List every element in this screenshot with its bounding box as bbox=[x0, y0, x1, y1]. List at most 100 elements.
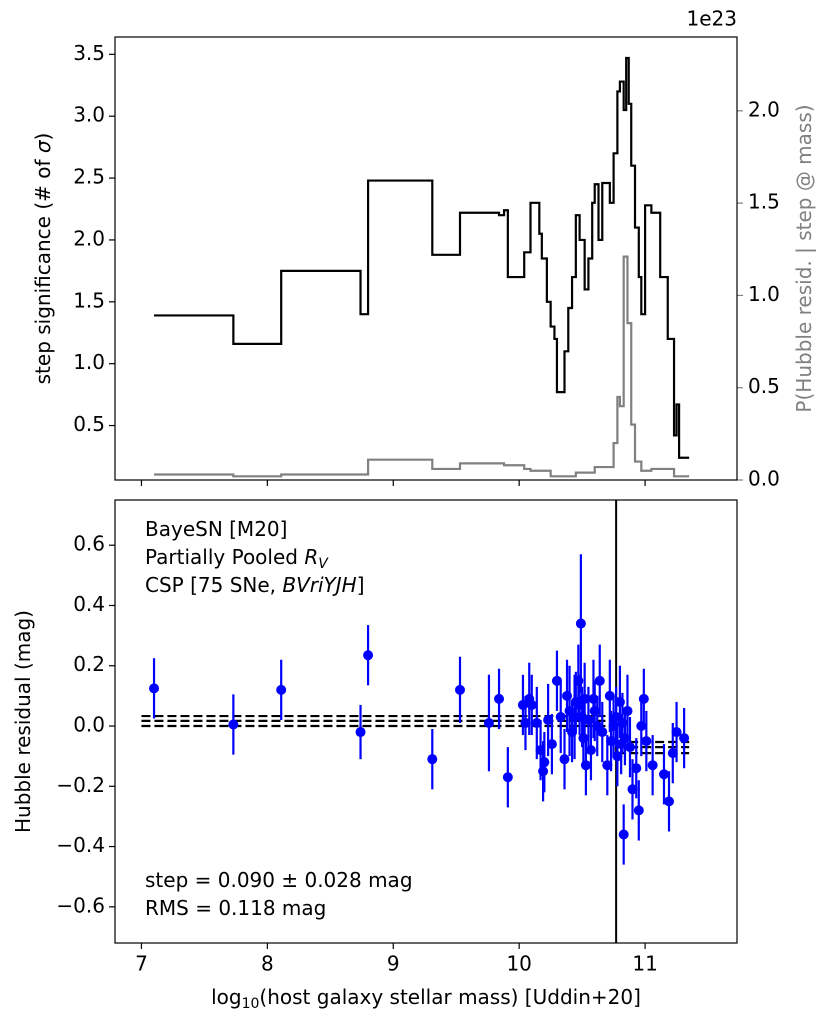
y2-tick-label: 1.0 bbox=[748, 282, 780, 306]
annotation-part: BayeSN [M20] bbox=[145, 517, 287, 541]
data-point bbox=[539, 757, 550, 768]
y2-tick-label: 0.5 bbox=[748, 374, 780, 398]
y-tick-label: 0.4 bbox=[73, 592, 105, 616]
annotation-part: RMS = 0.118 mag bbox=[145, 896, 326, 920]
y2-tick-label: 1.5 bbox=[748, 190, 780, 214]
y-tick-label: −0.4 bbox=[56, 833, 105, 857]
y-tick-label: 0.5 bbox=[73, 412, 105, 436]
data-point bbox=[627, 784, 638, 795]
data-point bbox=[454, 684, 465, 695]
data-point bbox=[575, 618, 586, 629]
axis-offset: 1e23 bbox=[687, 7, 737, 31]
y2-axis-label: P(Hubble resid. | step @ mass) bbox=[792, 104, 816, 412]
data-point bbox=[679, 733, 690, 744]
data-point bbox=[531, 718, 542, 729]
data-point bbox=[569, 711, 580, 722]
x-axis-label-part: log bbox=[211, 985, 242, 1009]
data-point bbox=[580, 760, 591, 771]
annotation-part: BVriYJH bbox=[282, 573, 356, 597]
annotation: BayeSN [M20] bbox=[145, 517, 287, 541]
data-point bbox=[667, 748, 678, 759]
data-point bbox=[638, 693, 649, 704]
y-axis-label: Hubble residual (mag) bbox=[11, 610, 35, 833]
annotation-part: ] bbox=[357, 573, 365, 597]
annotation: Partially Pooled RV bbox=[145, 545, 329, 573]
data-point bbox=[588, 693, 599, 704]
data-point bbox=[546, 739, 557, 750]
y2-tick-label: 2.0 bbox=[748, 97, 780, 121]
data-point bbox=[611, 711, 622, 722]
annotation-part: V bbox=[318, 556, 329, 572]
data-point bbox=[597, 727, 608, 738]
data-point bbox=[658, 769, 669, 780]
data-point bbox=[612, 751, 623, 762]
data-point bbox=[228, 719, 239, 730]
annotation-part: R bbox=[304, 545, 318, 569]
annotation-part: step = 0.090 ± 0.028 mag bbox=[145, 868, 413, 892]
x-tick-label: 7 bbox=[135, 952, 148, 976]
data-point bbox=[579, 693, 590, 704]
y-tick-label: 1.0 bbox=[73, 350, 105, 374]
data-point bbox=[276, 684, 287, 695]
data-point bbox=[427, 754, 438, 765]
step-line bbox=[154, 56, 690, 459]
data-point bbox=[664, 796, 675, 807]
y-tick-label: −0.6 bbox=[56, 893, 105, 917]
y-axis-label-part: ) bbox=[31, 133, 55, 141]
y-axis-label-part: Hubble residual (mag) bbox=[11, 610, 35, 833]
y-axis-label-part: σ bbox=[31, 139, 55, 153]
y-axis-label-part: step significance (# of bbox=[31, 153, 55, 384]
y2-tick-label: 0.0 bbox=[748, 467, 780, 491]
step-line bbox=[154, 255, 690, 478]
y-tick-label: 0.6 bbox=[73, 532, 105, 556]
data-point bbox=[631, 763, 642, 774]
data-point bbox=[551, 675, 562, 686]
data-point bbox=[585, 745, 596, 756]
y-tick-label: 0.2 bbox=[73, 652, 105, 676]
annotation: CSP [75 SNe, BVriYJH] bbox=[145, 573, 365, 597]
data-point bbox=[622, 705, 633, 716]
data-point bbox=[602, 760, 613, 771]
data-point bbox=[538, 766, 549, 777]
data-point bbox=[633, 805, 644, 816]
data-point bbox=[355, 727, 366, 738]
data-point bbox=[520, 718, 531, 729]
data-point bbox=[494, 693, 505, 704]
annotation-part: Partially Pooled bbox=[145, 545, 304, 569]
x-tick-label: 11 bbox=[632, 952, 657, 976]
data-point bbox=[604, 690, 615, 701]
data-point bbox=[363, 650, 374, 661]
x-axis-label-part: 10 bbox=[242, 996, 260, 1012]
data-point bbox=[559, 754, 570, 765]
data-point bbox=[641, 736, 652, 747]
plot-frame bbox=[114, 36, 738, 481]
x-axis-label-part: (host galaxy stellar mass) [Uddin+20] bbox=[259, 985, 640, 1009]
annotation: RMS = 0.118 mag bbox=[145, 896, 326, 920]
y-tick-label: 2.0 bbox=[73, 226, 105, 250]
data-point bbox=[671, 727, 682, 738]
data-point bbox=[594, 675, 605, 686]
data-point bbox=[647, 760, 658, 771]
data-point bbox=[149, 683, 160, 694]
y-tick-label: 1.5 bbox=[73, 288, 105, 312]
data-point bbox=[618, 829, 629, 840]
y2-axis-label-part: P(Hubble resid. | step @ mass) bbox=[792, 104, 816, 412]
data-point bbox=[555, 711, 566, 722]
data-point bbox=[526, 699, 537, 710]
x-tick-label: 8 bbox=[261, 952, 274, 976]
x-tick-label: 9 bbox=[387, 952, 400, 976]
annotation-part: CSP [75 SNe, bbox=[145, 573, 282, 597]
data-point bbox=[483, 718, 494, 729]
y-tick-label: 2.5 bbox=[73, 165, 105, 189]
data-point bbox=[502, 772, 513, 783]
y-axis-label: step significance (# of σ) bbox=[31, 133, 55, 385]
data-point bbox=[624, 742, 635, 753]
data-point bbox=[543, 714, 554, 725]
annotation: step = 0.090 ± 0.028 mag bbox=[145, 868, 413, 892]
y-tick-label: 3.0 bbox=[73, 103, 105, 127]
plot-frame bbox=[114, 499, 738, 944]
x-tick-label: 10 bbox=[506, 952, 531, 976]
x-axis-label: log10(host galaxy stellar mass) [Uddin+2… bbox=[211, 985, 641, 1013]
